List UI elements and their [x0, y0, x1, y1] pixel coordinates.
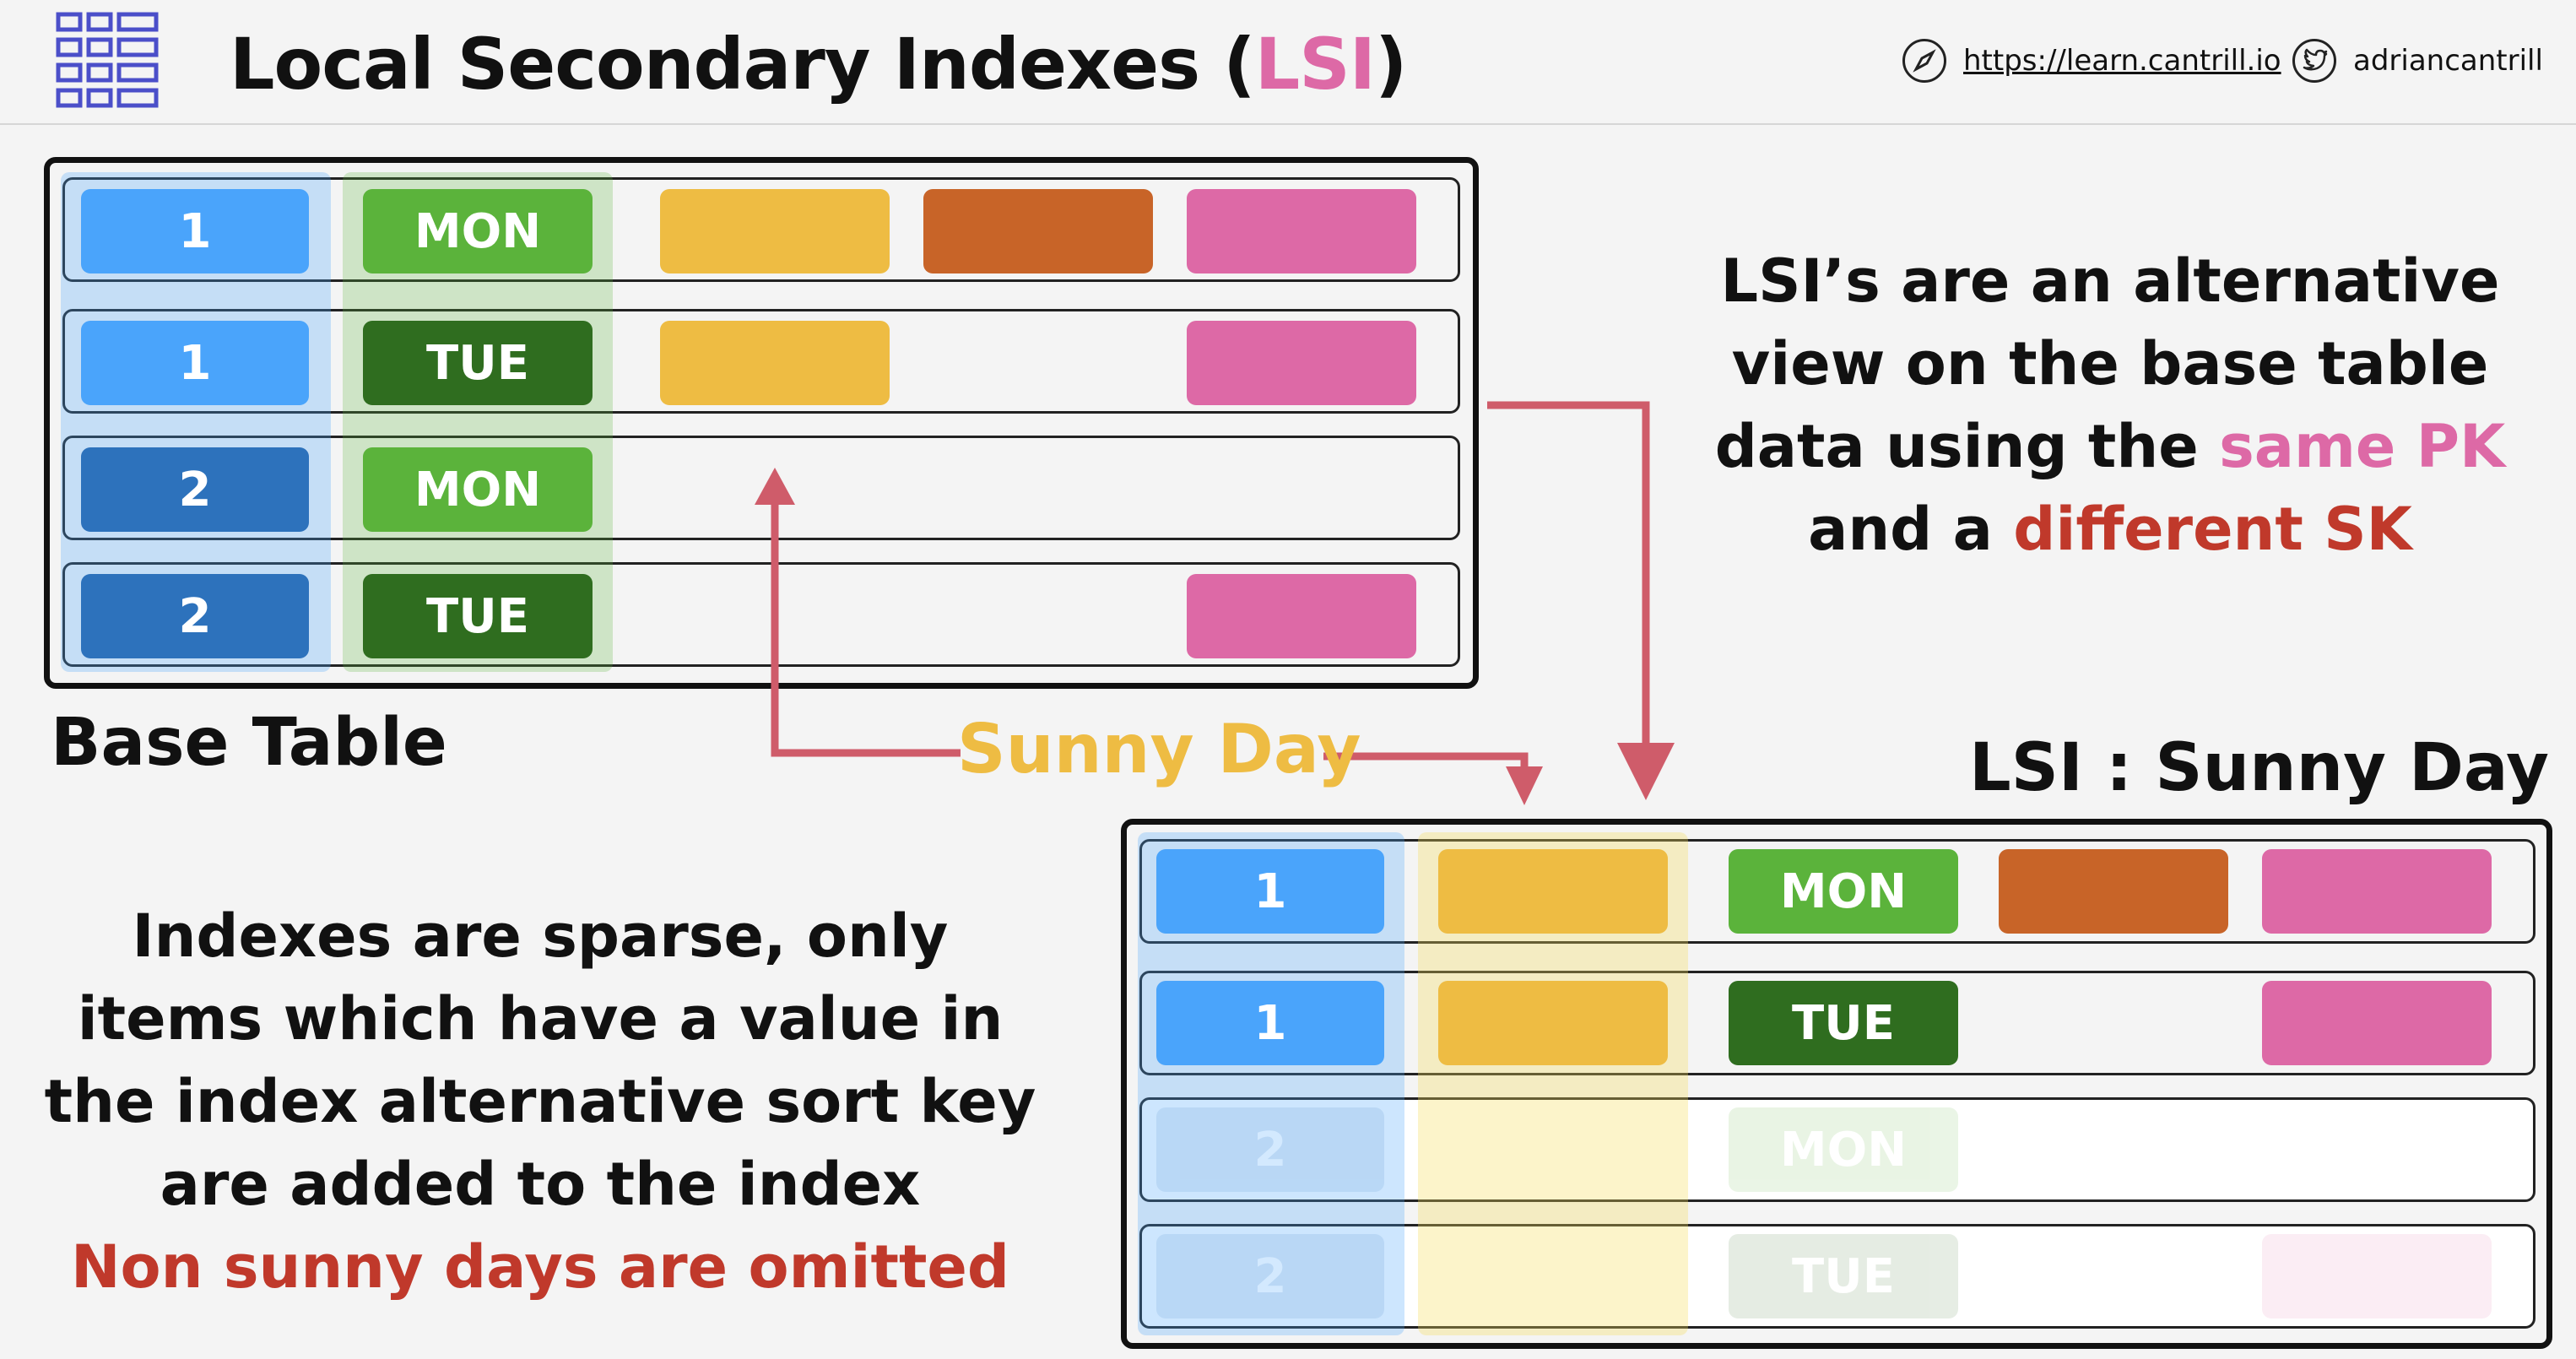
sk-cell: MON: [363, 189, 593, 273]
attribute-cell: [1187, 574, 1416, 658]
pk-cell-omitted: 2: [1156, 1107, 1384, 1192]
attribute-cell-omitted: MON: [1729, 1107, 1958, 1192]
arrow-head: [1506, 766, 1543, 805]
attribute-cell: [923, 189, 1153, 273]
base-table-label: Base Table: [51, 705, 447, 781]
attribute-cell-omitted: [2262, 1234, 2492, 1318]
attribute-cell: [1187, 189, 1416, 273]
lsi-explanation: LSI’s are an alternative view on the bas…: [1714, 246, 2506, 564]
sk-cell: TUE: [363, 574, 593, 658]
website-link[interactable]: https://learn.cantrill.io: [1963, 44, 2281, 78]
twitter-bird-icon: [2292, 39, 2336, 83]
arrow-head: [755, 468, 795, 505]
table-row: [1139, 971, 2535, 1075]
pk-cell: 1: [1156, 981, 1384, 1065]
page-title: Local Secondary Indexes (LSI): [230, 23, 1407, 106]
attribute-cell-omitted: TUE: [1729, 1234, 1958, 1318]
lsi-sk-sunny-day: [1438, 849, 1668, 934]
pk-cell: 1: [1156, 849, 1384, 934]
base-table: [44, 157, 1479, 689]
table-row: [62, 436, 1460, 540]
arrow-head: [1617, 743, 1675, 800]
table-row-omitted: [1139, 1224, 2535, 1329]
pk-cell-omitted: 2: [1156, 1234, 1384, 1318]
pk-cell: 1: [81, 321, 309, 405]
attribute-cell: TUE: [1729, 981, 1958, 1065]
sk-cell: TUE: [363, 321, 593, 405]
pk-cell: 2: [81, 447, 309, 532]
compass-icon: [1902, 39, 1946, 83]
sk-cell: MON: [363, 447, 593, 532]
table-row-omitted: [1139, 1097, 2535, 1202]
pk-cell: 1: [81, 189, 309, 273]
twitter-handle[interactable]: adriancantrill: [2353, 44, 2543, 78]
lsi-table-label: LSI : Sunny Day: [1969, 730, 2549, 806]
table-row: [1139, 839, 2535, 944]
lsi-table: [1121, 819, 2552, 1349]
sparse-index-note: Indexes are sparse, only items which hav…: [44, 901, 1036, 1302]
table-row: [62, 562, 1460, 667]
header-bar: Local Secondary Indexes (LSI) https://le…: [0, 0, 2576, 125]
attribute-sunny-day: [660, 321, 890, 405]
attribute-cell: [2262, 849, 2492, 934]
attribute-cell: MON: [1729, 849, 1958, 934]
pk-cell: 2: [81, 574, 309, 658]
attribute-cell: [2262, 981, 2492, 1065]
table-row: [62, 309, 1460, 414]
attribute-cell: [1187, 321, 1416, 405]
lsi-sk-sunny-day: [1438, 981, 1668, 1065]
attribute-cell: [1999, 849, 2228, 934]
table-row: [62, 177, 1460, 282]
attribute-sunny-day: [660, 189, 890, 273]
sunny-day-label: Sunny Day: [957, 710, 1361, 788]
table-grid-icon: [56, 12, 159, 108]
